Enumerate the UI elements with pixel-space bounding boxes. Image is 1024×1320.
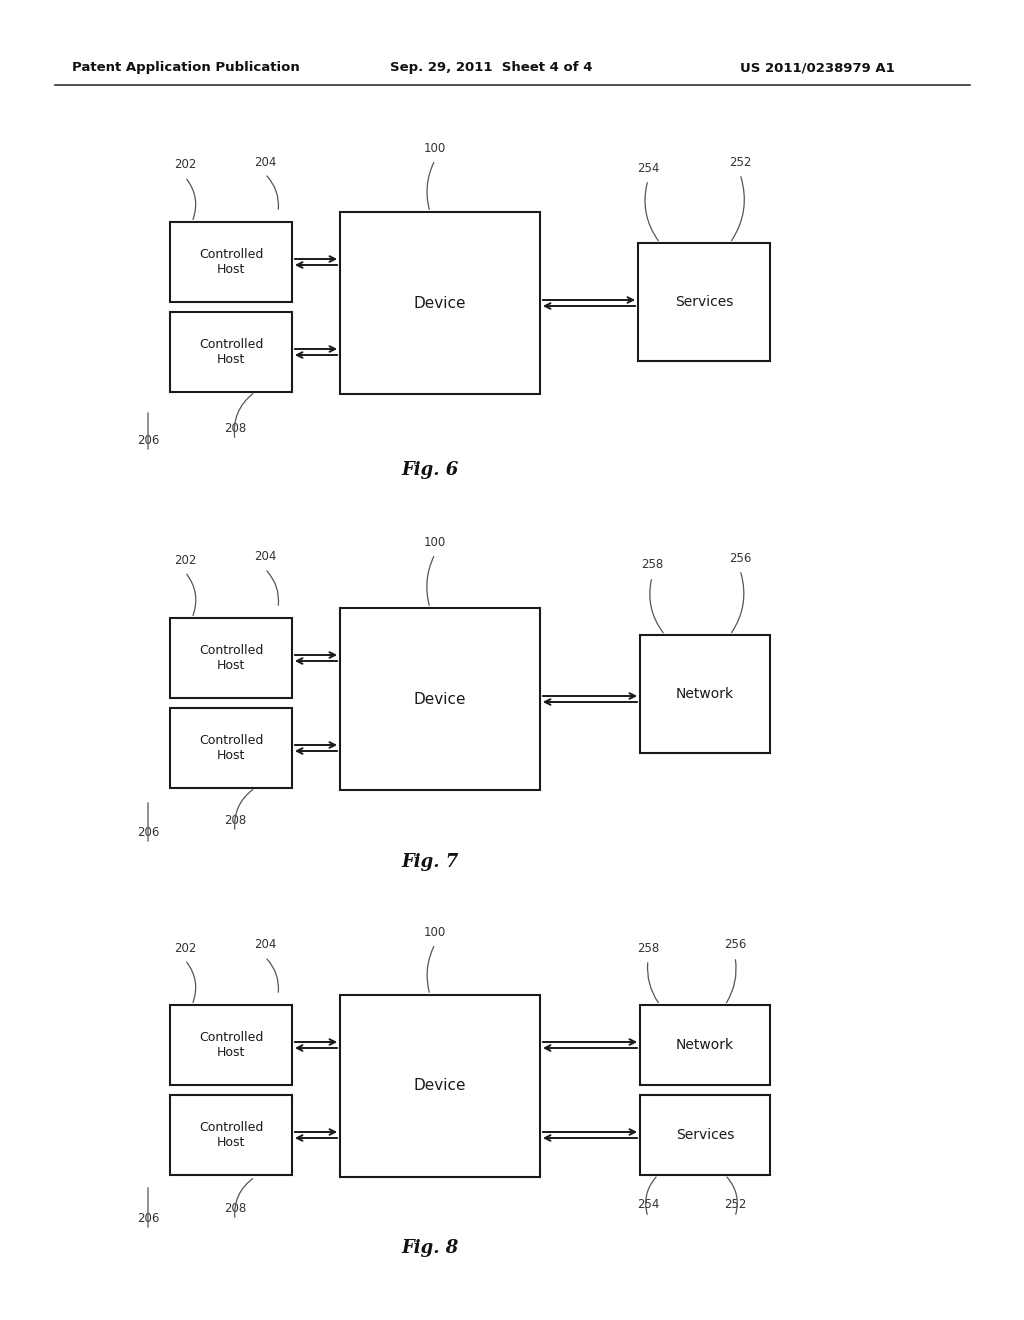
Bar [170,1005,292,1085]
Text: 204: 204 [254,939,276,952]
Text: 256: 256 [729,552,752,565]
Text: Controlled
Host: Controlled Host [199,338,263,366]
Text: 208: 208 [224,813,246,826]
Text: 202: 202 [174,553,197,566]
Bar [170,222,292,302]
Text: Services: Services [675,294,733,309]
Text: Device: Device [414,296,466,310]
Text: 202: 202 [174,941,197,954]
Bar [640,1005,770,1085]
Text: Network: Network [676,686,734,701]
Text: US 2011/0238979 A1: US 2011/0238979 A1 [740,62,895,74]
Text: Controlled
Host: Controlled Host [199,734,263,762]
Text: Fig. 6: Fig. 6 [401,461,459,479]
Bar [640,635,770,752]
Text: 100: 100 [424,536,446,549]
Text: 254: 254 [637,161,659,174]
Text: Fig. 7: Fig. 7 [401,853,459,871]
Text: Sep. 29, 2011  Sheet 4 of 4: Sep. 29, 2011 Sheet 4 of 4 [390,62,593,74]
Text: 256: 256 [724,939,746,952]
Bar [340,609,540,789]
Bar [340,995,540,1177]
Text: Device: Device [414,692,466,706]
Text: 100: 100 [424,925,446,939]
Text: Network: Network [676,1038,734,1052]
Text: Services: Services [676,1129,734,1142]
Bar [340,213,540,393]
Text: 252: 252 [724,1199,746,1212]
Bar [170,618,292,698]
Text: 252: 252 [729,156,752,169]
Text: Controlled
Host: Controlled Host [199,644,263,672]
Text: Controlled
Host: Controlled Host [199,1031,263,1059]
Bar [170,312,292,392]
Text: 100: 100 [424,141,446,154]
Text: 258: 258 [641,558,664,572]
Text: 206: 206 [137,825,159,838]
Text: 208: 208 [224,1201,246,1214]
Text: 204: 204 [254,550,276,564]
Text: 206: 206 [137,433,159,446]
Text: Device: Device [414,1078,466,1093]
Text: 208: 208 [224,421,246,434]
Bar [170,1096,292,1175]
Text: 204: 204 [254,156,276,169]
Bar [638,243,770,360]
Text: Controlled
Host: Controlled Host [199,248,263,276]
Bar [170,708,292,788]
Text: 254: 254 [637,1199,659,1212]
Text: 258: 258 [637,941,659,954]
Text: Patent Application Publication: Patent Application Publication [72,62,300,74]
Text: Controlled
Host: Controlled Host [199,1121,263,1148]
Text: Fig. 8: Fig. 8 [401,1239,459,1257]
Text: 202: 202 [174,158,197,172]
Bar [640,1096,770,1175]
Text: 206: 206 [137,1212,159,1225]
